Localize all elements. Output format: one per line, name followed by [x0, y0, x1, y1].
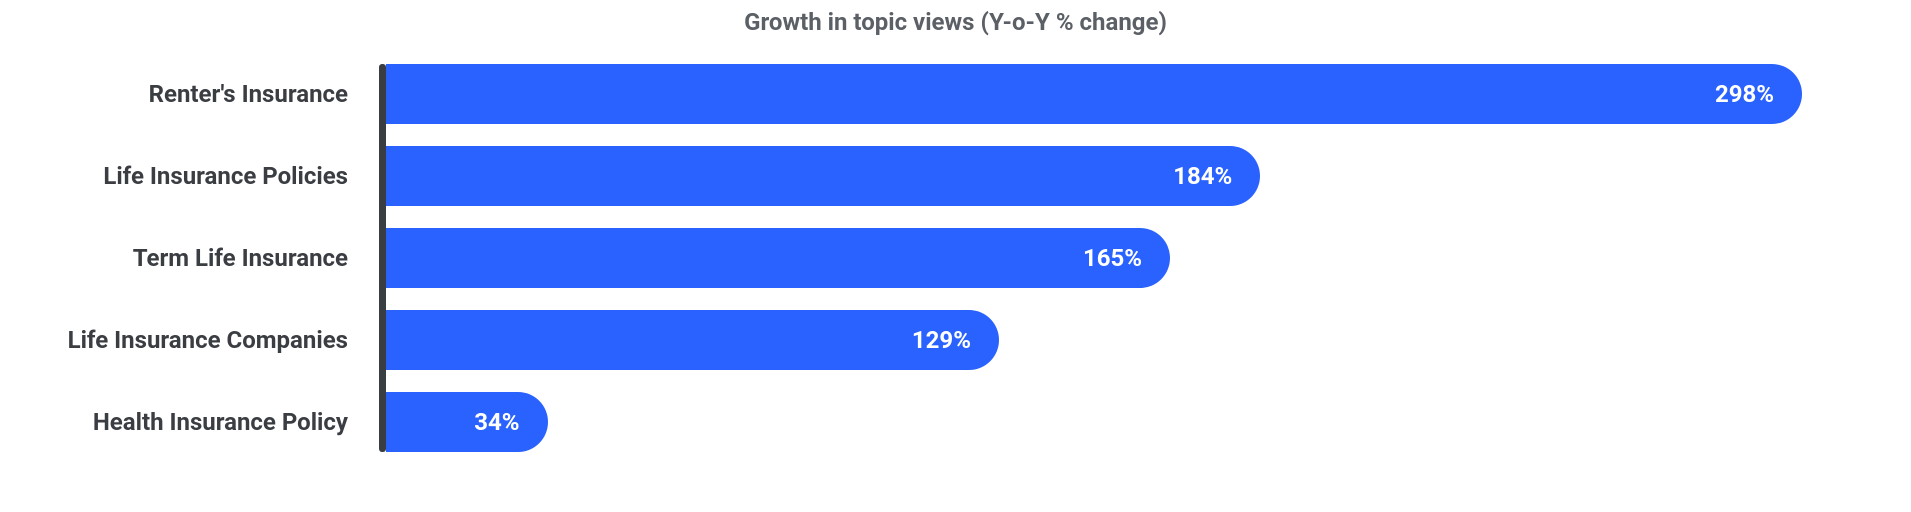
bar-track: 165% — [370, 228, 1911, 288]
bar-track: 298% — [370, 64, 1911, 124]
bar: 129% — [386, 310, 999, 370]
category-label: Health Insurance Policy — [0, 408, 370, 436]
bar-track: 34% — [370, 392, 1911, 452]
bar-row: Term Life Insurance 165% — [0, 228, 1911, 288]
bar-value-label: 34% — [474, 408, 519, 436]
bar: 184% — [386, 146, 1260, 206]
bar-row: Health Insurance Policy 34% — [0, 392, 1911, 452]
bar-value-label: 165% — [1083, 244, 1142, 272]
bar-row: Life Insurance Companies 129% — [0, 310, 1911, 370]
bar: 298% — [386, 64, 1802, 124]
bar-row: Renter's Insurance 298% — [0, 64, 1911, 124]
bar: 34% — [386, 392, 548, 452]
growth-bar-chart: Growth in topic views (Y-o-Y % change) R… — [0, 0, 1911, 452]
category-label: Life Insurance Companies — [0, 326, 370, 354]
bar-value-label: 184% — [1173, 162, 1232, 190]
bar: 165% — [386, 228, 1170, 288]
bar-row: Life Insurance Policies 184% — [0, 146, 1911, 206]
bar-value-label: 129% — [912, 326, 971, 354]
bar-track: 184% — [370, 146, 1911, 206]
category-label: Life Insurance Policies — [0, 162, 370, 190]
category-label: Renter's Insurance — [0, 80, 370, 108]
bar-value-label: 298% — [1715, 80, 1774, 108]
bar-track: 129% — [370, 310, 1911, 370]
category-label: Term Life Insurance — [0, 244, 370, 272]
chart-title: Growth in topic views (Y-o-Y % change) — [0, 8, 1911, 36]
chart-rows: Renter's Insurance 298% Life Insurance Pol… — [0, 64, 1911, 452]
